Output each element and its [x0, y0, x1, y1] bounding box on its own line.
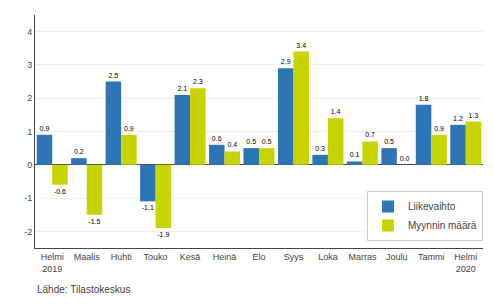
svg-text:2.3: 2.3	[193, 78, 203, 85]
svg-text:3: 3	[27, 60, 32, 70]
svg-text:-1: -1	[24, 193, 32, 203]
svg-text:2.5: 2.5	[108, 72, 118, 79]
svg-text:0.0: 0.0	[400, 155, 410, 162]
svg-text:0.9: 0.9	[124, 125, 134, 132]
svg-text:Myynnin määrä: Myynnin määrä	[408, 220, 477, 231]
svg-text:Maalis: Maalis	[74, 252, 101, 262]
svg-text:Tammi: Tammi	[418, 252, 445, 262]
svg-text:0.9: 0.9	[434, 125, 444, 132]
svg-text:2: 2	[27, 93, 32, 103]
svg-text:Liikevaihto: Liikevaihto	[408, 201, 456, 212]
svg-text:1.4: 1.4	[331, 108, 341, 115]
svg-text:Helmi2019: Helmi2019	[41, 252, 64, 274]
svg-text:1.2: 1.2	[453, 115, 463, 122]
svg-text:Lähde: Tilastokeskus: Lähde: Tilastokeskus	[37, 284, 130, 295]
svg-text:1: 1	[27, 127, 32, 137]
svg-text:1.8: 1.8	[419, 95, 429, 102]
svg-text:Marras: Marras	[348, 252, 377, 262]
svg-text:0.3: 0.3	[315, 145, 325, 152]
svg-text:0.9: 0.9	[40, 125, 50, 132]
svg-text:Elo: Elo	[252, 252, 265, 262]
svg-text:0.2: 0.2	[74, 148, 84, 155]
svg-text:-1.9: -1.9	[157, 231, 169, 238]
svg-text:2.1: 2.1	[177, 85, 187, 92]
svg-text:Syys: Syys	[284, 252, 304, 262]
svg-text:Kesä: Kesä	[180, 252, 201, 262]
svg-text:0.5: 0.5	[384, 138, 394, 145]
svg-text:Heinä: Heinä	[213, 252, 237, 262]
svg-text:3.4: 3.4	[296, 42, 306, 49]
svg-text:0.4: 0.4	[227, 141, 237, 148]
svg-text:Loka: Loka	[318, 252, 338, 262]
svg-text:Huhti: Huhti	[111, 252, 132, 262]
svg-text:Helmi2020: Helmi2020	[454, 252, 477, 274]
svg-text:2.9: 2.9	[281, 58, 291, 65]
svg-text:1.3: 1.3	[469, 112, 479, 119]
svg-text:0.7: 0.7	[365, 131, 375, 138]
svg-text:0: 0	[27, 160, 32, 170]
svg-text:-0.6: -0.6	[54, 188, 66, 195]
svg-text:0.5: 0.5	[262, 138, 272, 145]
svg-text:-1.5: -1.5	[88, 218, 100, 225]
svg-text:-2: -2	[24, 227, 32, 237]
svg-text:0.5: 0.5	[246, 138, 256, 145]
svg-text:0.6: 0.6	[212, 135, 222, 142]
svg-text:Joulu: Joulu	[386, 252, 408, 262]
svg-text:Touko: Touko	[144, 252, 168, 262]
svg-text:0.1: 0.1	[350, 151, 360, 158]
svg-text:4: 4	[27, 27, 32, 37]
svg-text:-1.1: -1.1	[142, 204, 154, 211]
